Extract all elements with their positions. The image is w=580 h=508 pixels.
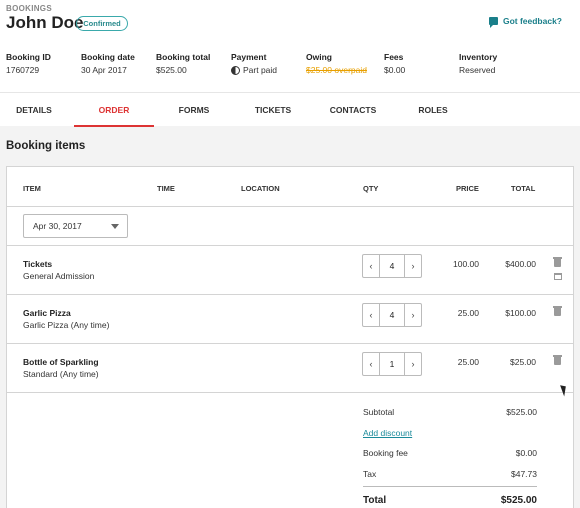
tab-bar: DETAILS ORDER FORMS TICKETS CONTACTS ROL… <box>0 92 580 127</box>
quantity-stepper: ‹ 1 › <box>362 352 422 376</box>
column-header-price: PRICE <box>456 184 479 193</box>
decrement-button[interactable]: ‹ <box>369 310 373 320</box>
feedback-link[interactable]: Got feedback? <box>488 16 562 28</box>
column-header-location: LOCATION <box>241 184 280 193</box>
summary-booking-date: Booking date 30 Apr 2017 <box>81 52 135 75</box>
item-total: $25.00 <box>510 357 536 367</box>
total-label: Total <box>363 495 387 506</box>
quantity-stepper: ‹ 4 › <box>362 254 422 278</box>
decrement-button[interactable]: ‹ <box>369 359 373 369</box>
trash-icon[interactable] <box>553 257 562 267</box>
item-price: 25.00 <box>457 308 479 318</box>
part-paid-icon <box>231 65 240 75</box>
summary-value: $525.00 <box>156 65 187 75</box>
date-select-value: Apr 30, 2017 <box>33 221 82 231</box>
item-total: $400.00 <box>505 259 536 269</box>
decrement-button[interactable]: ‹ <box>369 261 373 271</box>
calendar-icon[interactable] <box>554 273 562 280</box>
item-price: 25.00 <box>457 357 479 367</box>
summary-inventory: Inventory Reserved <box>459 52 497 75</box>
summary-owing: Owing $25.00 overpaid <box>306 52 367 75</box>
summary-value: 1760729 <box>6 65 40 75</box>
summary-booking-total: Booking total $525.00 <box>156 52 210 75</box>
summary-value: 30 Apr 2017 <box>81 65 127 75</box>
item-title: Garlic Pizza <box>23 308 71 318</box>
booking-fee-value: $0.00 <box>515 448 537 458</box>
subtotal-label: Subtotal <box>363 407 395 417</box>
item-title: Tickets <box>23 259 53 269</box>
chevron-down-icon <box>111 224 119 229</box>
booking-fee-row: Booking fee $0.00 <box>363 448 537 458</box>
summary-booking-id: Booking ID 1760729 <box>6 52 51 75</box>
summary-value: Reserved <box>459 65 496 75</box>
quantity-value[interactable]: 1 <box>379 353 405 375</box>
trash-icon[interactable] <box>553 355 562 365</box>
summary-label: Booking date <box>81 52 135 62</box>
total-value: $525.00 <box>500 495 537 506</box>
payment-status: Part paid <box>243 65 278 75</box>
summary-value: $0.00 <box>384 65 406 75</box>
summary-fees: Fees $0.00 <box>384 52 405 75</box>
tax-label: Tax <box>363 469 377 479</box>
summary-label: Inventory <box>459 52 498 62</box>
booking-header: BOOKINGS John Doe Confirmed Got feedback… <box>0 0 580 92</box>
increment-button[interactable]: › <box>411 261 415 271</box>
column-header-time: TIME <box>157 184 175 193</box>
item-price: 100.00 <box>453 259 479 269</box>
table-row: Tickets General Admission ‹ 4 › 100.00 $… <box>7 246 573 295</box>
trash-icon[interactable] <box>553 306 562 316</box>
increment-button[interactable]: › <box>411 310 415 320</box>
tab-order[interactable]: ORDER <box>74 93 154 127</box>
tab-details[interactable]: DETAILS <box>16 105 52 115</box>
summary-label: Booking ID <box>6 52 51 62</box>
total-row: Total $525.00 <box>363 495 537 506</box>
item-subtitle: Garlic Pizza (Any time) <box>23 320 110 330</box>
tab-forms[interactable]: FORMS <box>178 105 210 115</box>
column-header-item: ITEM <box>23 184 41 193</box>
date-filter-row: Apr 30, 2017 <box>7 207 573 246</box>
quantity-stepper: ‹ 4 › <box>362 303 422 327</box>
summary-label: Fees <box>384 52 404 62</box>
feedback-label: Got feedback? <box>502 16 562 26</box>
increment-button[interactable]: › <box>411 359 415 369</box>
column-header-qty: QTY <box>363 184 379 193</box>
table-header: ITEM TIME LOCATION QTY PRICE TOTAL <box>7 167 573 207</box>
summary-label: Owing <box>306 52 332 62</box>
booking-fee-label: Booking fee <box>363 448 408 458</box>
tab-contacts[interactable]: CONTACTS <box>329 105 377 115</box>
tax-value: $47.73 <box>511 469 537 479</box>
chat-icon <box>488 17 498 28</box>
status-badge: Confirmed <box>76 16 128 31</box>
summary-label: Payment <box>231 52 267 62</box>
item-total: $100.00 <box>505 308 536 318</box>
tab-roles[interactable]: ROLES <box>418 105 448 115</box>
item-subtitle: Standard (Any time) <box>23 369 99 379</box>
breadcrumb[interactable]: BOOKINGS <box>6 4 52 13</box>
column-header-total: TOTAL <box>511 184 536 193</box>
quantity-value[interactable]: 4 <box>379 255 405 277</box>
tab-tickets[interactable]: TICKETS <box>254 105 292 115</box>
totals-divider <box>363 486 537 487</box>
section-title: Booking items <box>6 140 86 152</box>
summary-label: Booking total <box>156 52 211 62</box>
summary-payment: Payment Part paid <box>231 52 277 75</box>
table-row: Bottle of Sparkling Standard (Any time) … <box>7 344 573 393</box>
summary-value: Part paid <box>231 65 277 75</box>
table-row: Garlic Pizza Garlic Pizza (Any time) ‹ 4… <box>7 295 573 344</box>
subtotal-row: Subtotal $525.00 <box>363 407 537 417</box>
tax-row: Tax $47.73 <box>363 469 537 479</box>
booking-items-table: ITEM TIME LOCATION QTY PRICE TOTAL Apr 3… <box>6 166 574 508</box>
add-discount-link[interactable]: Add discount <box>363 428 413 438</box>
subtotal-value: $525.00 <box>506 407 537 417</box>
item-title: Bottle of Sparkling <box>23 357 99 367</box>
customer-name: John Doe <box>6 13 84 32</box>
quantity-value[interactable]: 4 <box>379 304 405 326</box>
date-select[interactable]: Apr 30, 2017 <box>23 214 128 238</box>
discount-row: Add discount <box>363 428 537 438</box>
item-subtitle: General Admission <box>23 271 95 281</box>
summary-value: $25.00 overpaid <box>306 65 367 75</box>
